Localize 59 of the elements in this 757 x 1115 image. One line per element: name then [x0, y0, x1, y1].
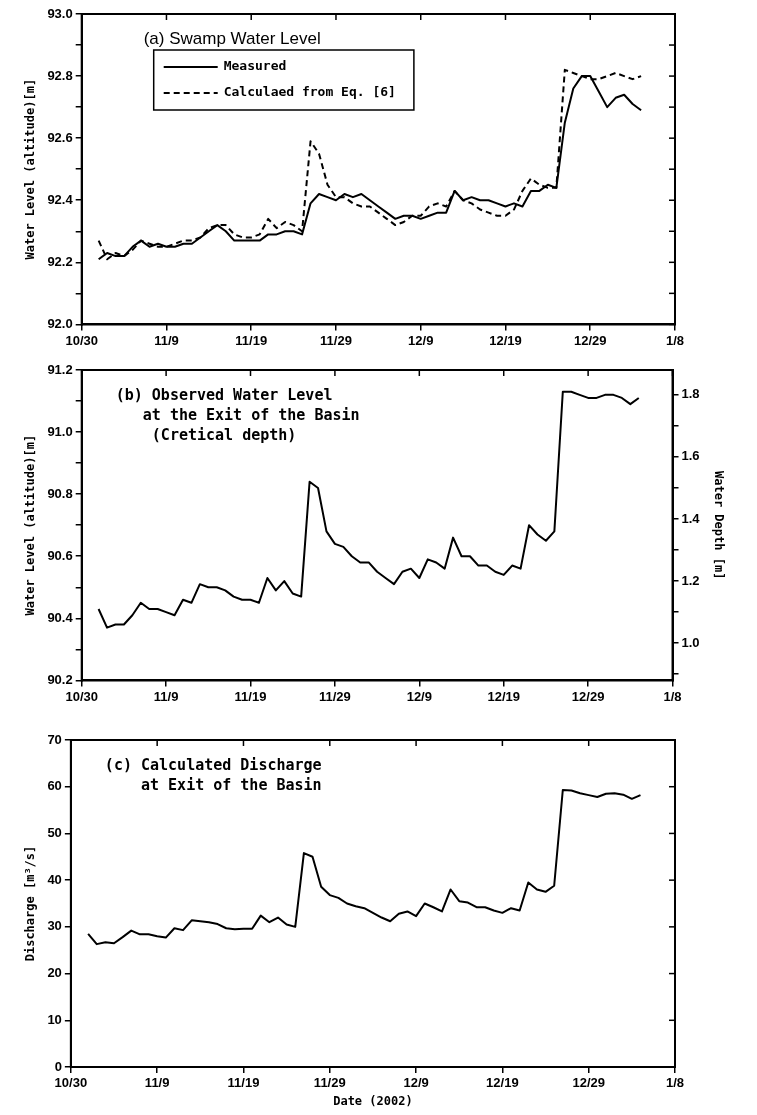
y-tick-label: 92.0	[47, 315, 73, 331]
y-tick-label: 40	[47, 871, 62, 887]
x-tick-label: 11/9	[144, 1075, 170, 1091]
y2-tick-label: 1.8	[681, 386, 700, 402]
y2-tick-label: 1.2	[681, 572, 700, 588]
x-tick-label: 11/19	[227, 1075, 260, 1091]
x-tick-label: 12/19	[487, 688, 520, 704]
text: (b) Observed Water Level at the Exit of the Basin (Cretical depth)	[115, 386, 360, 444]
x-tick-label: 12/29	[571, 688, 605, 704]
x-tick-label: 1/8	[665, 332, 685, 348]
y2-tick-label: 1.4	[681, 510, 701, 526]
y-tick-label: 90.2	[47, 671, 73, 687]
x-tick-label: 12/19	[486, 1075, 519, 1091]
x-tick-label: 12/9	[408, 332, 434, 348]
y2-tick-label: 1.6	[681, 448, 700, 464]
x-axis-title: Date (2002)	[333, 1093, 413, 1108]
x-tick-label: 1/8	[663, 688, 682, 704]
legend-label: Calculaed from Eq. [6]	[223, 84, 396, 100]
y-tick-label: 92.4	[47, 191, 74, 207]
text: (c) Calculated Discharge at Exit of the Basin	[104, 756, 322, 794]
y-axis-title: Water Level (altitude)[m]	[23, 434, 38, 616]
y-tick-label: 30	[47, 918, 62, 934]
y-axis-title: Discharge [m³/s]	[23, 845, 38, 962]
y-tick-label: 90.4	[47, 609, 74, 625]
x-tick-label: 1/8	[665, 1075, 685, 1091]
x-tick-label: 10/30	[54, 1075, 88, 1091]
x-tick-label: 11/9	[153, 688, 179, 704]
x-tick-label: 11/19	[235, 332, 268, 348]
y-axis-title: Water Level (altitude)[m]	[23, 78, 38, 260]
legend-label: Measured	[223, 58, 287, 74]
y2-axis-title: Water Depth [m]	[711, 471, 726, 580]
x-tick-label: 11/29	[320, 332, 352, 348]
y-tick-label: 90.8	[47, 485, 73, 501]
y-tick-label: 0	[54, 1058, 62, 1074]
text: (a) Swamp Water Level	[143, 29, 321, 48]
y-tick-label: 93.0	[47, 5, 73, 21]
x-tick-label: 11/19	[234, 688, 267, 704]
x-tick-label: 10/30	[65, 688, 98, 704]
x-tick-label: 12/9	[403, 1075, 429, 1091]
x-tick-label: 12/19	[489, 332, 522, 348]
x-tick-label: 11/29	[319, 688, 351, 704]
y-tick-label: 60	[47, 778, 62, 794]
x-tick-label: 12/29	[573, 332, 607, 348]
x-tick-label: 12/29	[572, 1075, 605, 1091]
y-tick-label: 90.6	[47, 547, 73, 563]
x-tick-label: 10/30	[65, 332, 98, 348]
y-tick-label: 70	[47, 731, 62, 747]
y-tick-label: 92.8	[47, 67, 73, 83]
y-tick-label: 50	[47, 825, 62, 841]
x-tick-label: 11/9	[154, 332, 179, 348]
y-tick-label: 20	[47, 965, 62, 981]
y-tick-label: 91.0	[47, 423, 73, 439]
y2-tick-label: 1.0	[681, 634, 700, 650]
x-tick-label: 12/9	[406, 688, 432, 704]
x-tick-label: 11/29	[313, 1075, 346, 1091]
y-tick-label: 92.6	[47, 129, 73, 145]
y-tick-label: 92.2	[47, 253, 73, 269]
y-tick-label: 10	[47, 1011, 62, 1027]
y-tick-label: 91.2	[47, 361, 73, 377]
